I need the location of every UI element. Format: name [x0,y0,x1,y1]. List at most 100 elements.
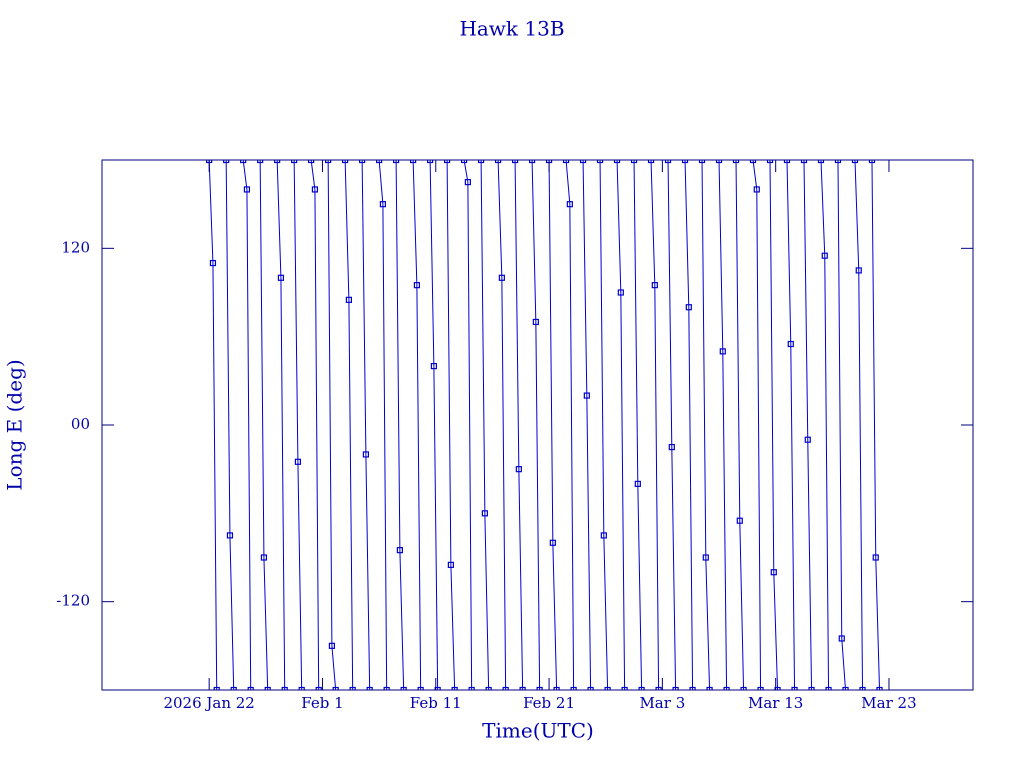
point-marker [681,160,689,164]
point-marker [634,480,641,487]
point-marker [434,686,441,690]
point-marker [834,160,842,164]
point-marker [723,686,730,690]
line [480,160,490,690]
point-marker [706,686,713,690]
point-marker [311,186,319,193]
point-marker [851,160,859,164]
line [548,160,558,690]
point-marker [655,686,662,690]
point-marker [332,686,339,690]
line [412,160,422,690]
point-marker [868,160,876,164]
line [446,160,456,690]
point-marker [774,686,781,690]
line [667,160,677,690]
point-marker [689,686,696,690]
line [208,160,218,690]
point-marker [562,160,570,164]
point-marker [566,201,573,208]
point-marker [349,686,356,690]
line [429,160,439,690]
chart-title: Hawk 13B [459,17,564,41]
line [293,160,303,690]
point-marker [460,160,468,164]
point-marker [379,201,386,208]
y-tick-label: -120 [56,592,90,610]
line [310,160,320,690]
x-axis-label: Time(UTC) [482,719,594,743]
point-marker [481,510,488,517]
line [259,160,269,690]
y-tick-label: 120 [61,238,90,256]
x-tick-label: Mar 13 [748,694,803,712]
point-marker [528,160,536,164]
point-marker [587,686,594,690]
point-marker [783,160,791,164]
line [786,160,796,690]
line [276,160,286,690]
point-marker [825,686,832,690]
point-marker [274,160,281,164]
point-marker [342,160,349,164]
line [837,160,847,690]
point-marker [821,252,828,259]
point-marker [600,532,607,539]
point-marker [651,282,658,289]
line [565,160,575,690]
point-marker [477,160,485,164]
point-marker [719,348,726,355]
point-marker [638,686,645,690]
point-marker [294,458,302,465]
plot-area [206,160,883,690]
point-marker [277,274,285,281]
point-marker [328,642,336,649]
line [242,160,252,690]
point-marker [630,160,638,164]
point-marker [698,160,706,164]
point-marker [736,517,743,524]
point-marker [855,267,862,274]
point-marker [753,186,760,193]
point-marker [502,686,509,690]
plot-frame [101,159,974,691]
line [820,160,830,690]
line [650,160,660,690]
point-marker [668,443,675,451]
point-marker [485,686,492,690]
point-marker [791,686,798,690]
line [361,160,371,690]
point-marker [872,554,879,561]
point-marker [838,635,845,642]
line [327,160,337,690]
point-marker [213,686,220,690]
line [514,160,524,690]
point-marker [447,561,454,568]
point-marker [345,296,353,303]
point-marker [291,160,298,164]
line [395,160,405,690]
point-marker [804,436,811,443]
point-marker [621,686,628,690]
point-marker [808,686,815,690]
x-tick-label: Mar 3 [639,694,685,712]
line [718,160,728,690]
point-marker [451,686,458,690]
line [497,160,507,690]
point-marker [359,160,366,164]
point-marker [243,186,251,193]
point-marker [859,686,866,690]
point-marker [240,160,247,164]
point-marker [413,282,420,289]
point-marker [749,160,757,164]
point-marker [613,160,621,164]
point-marker [264,686,271,690]
line [599,160,609,690]
point-marker [876,686,883,690]
point-marker [519,686,526,690]
point-marker [732,160,740,164]
line [735,160,745,690]
point-marker [664,160,672,164]
point-marker [570,686,577,690]
point-marker [515,466,522,473]
